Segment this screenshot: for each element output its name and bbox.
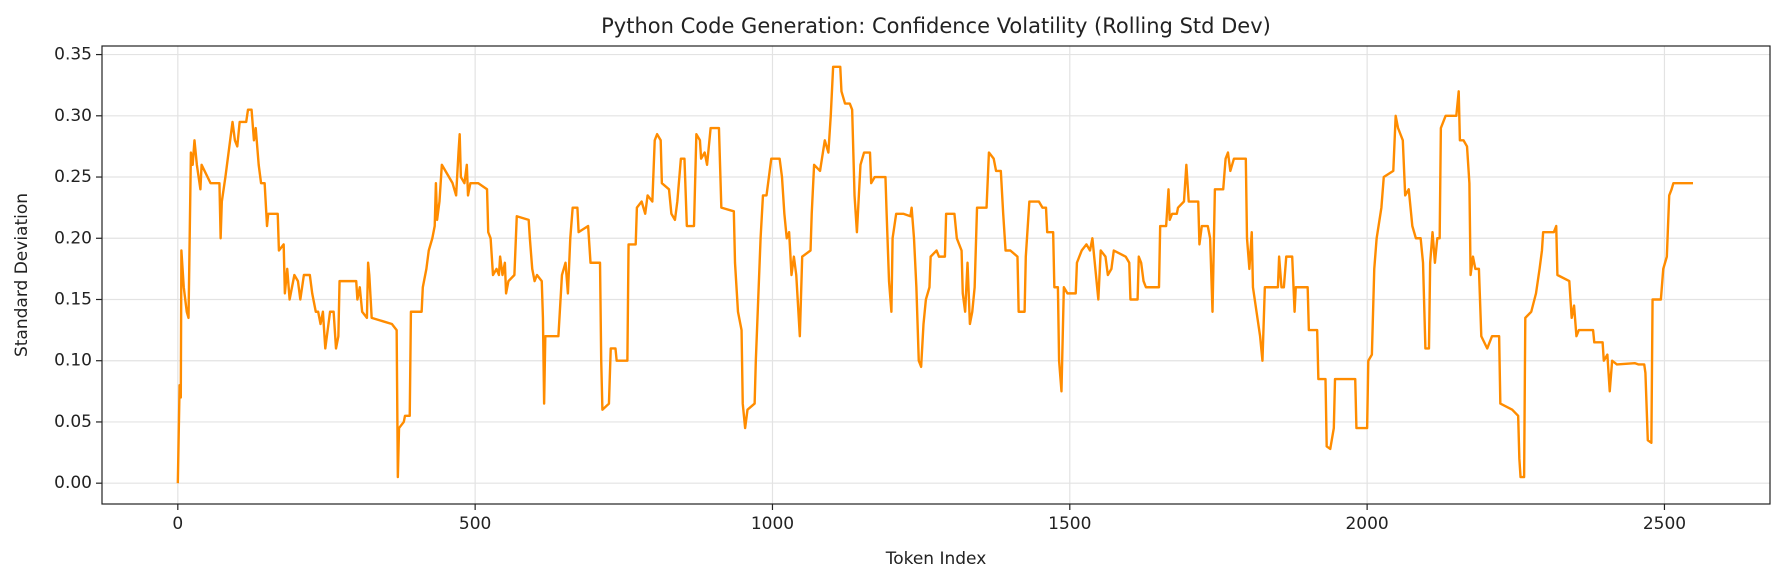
x-tick-label: 0: [172, 514, 183, 534]
data-line: [176, 65, 1693, 484]
y-tick-label: 0.10: [54, 351, 92, 371]
y-tick-label: 0.05: [54, 412, 92, 432]
y-tick-label: 0.30: [54, 106, 92, 126]
x-tick-label: 2500: [1643, 514, 1686, 534]
y-tick-label: 0.20: [54, 228, 92, 248]
x-tick-label: 1500: [1048, 514, 1091, 534]
chart-title: Python Code Generation: Confidence Volat…: [601, 14, 1271, 38]
y-tick-label: 0.15: [54, 289, 92, 309]
x-axis-label: Token Index: [885, 549, 987, 569]
y-tick-label: 0.35: [54, 45, 92, 65]
x-tick-label: 1000: [751, 514, 794, 534]
x-tick-label: 500: [459, 514, 491, 534]
y-tick-label: 0.25: [54, 167, 92, 187]
plot-frame: [101, 45, 1771, 505]
y-tick-label: 0.00: [54, 473, 92, 493]
x-tick-label: 2000: [1345, 514, 1388, 534]
y-axis-label: Standard Deviation: [12, 193, 32, 357]
